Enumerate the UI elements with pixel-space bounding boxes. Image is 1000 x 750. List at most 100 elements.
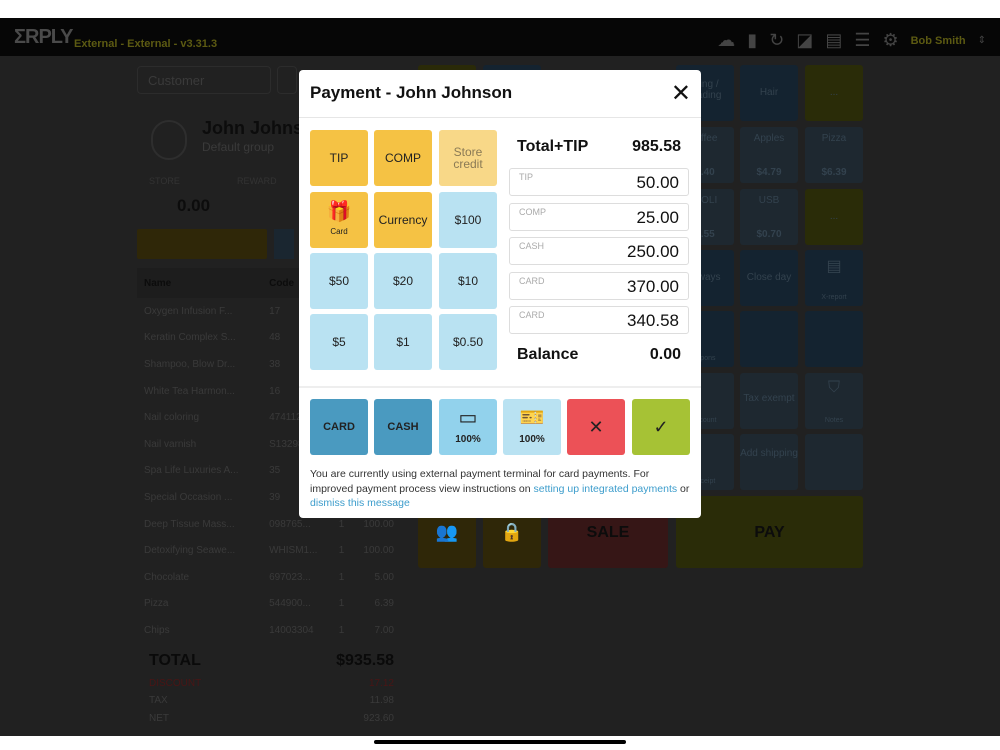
tile[interactable]	[805, 311, 863, 367]
customer-group: Default group	[202, 140, 275, 154]
cell: S132985...	[269, 438, 318, 450]
table-row[interactable]: Shampoo, Blow Dr... 38	[137, 351, 402, 378]
dismiss-message-link[interactable]: dismiss this message	[310, 497, 410, 509]
tile-x-report[interactable]: ▤ X-report	[805, 250, 863, 306]
cell: 7.00	[374, 624, 394, 636]
cash-field[interactable]: CASH 250.00	[509, 237, 689, 265]
table-row[interactable]: Oxygen Infusion F... 17	[137, 298, 402, 325]
card-field[interactable]: CARD 370.00	[509, 272, 689, 300]
confirm-button[interactable]: ✓	[632, 399, 690, 455]
store-value: 0.00	[177, 196, 211, 215]
table-row[interactable]: Spa Life Luxuries A... 35	[137, 458, 402, 485]
home-indicator[interactable]	[374, 740, 626, 744]
tax-label: TAX	[149, 695, 168, 706]
tip-field[interactable]: TIP 50.00	[509, 168, 689, 196]
tile-apples[interactable]: Apples $4.79	[740, 127, 798, 183]
denomination-10-button[interactable]: $10	[439, 253, 497, 309]
cloud-icon[interactable]: ☁	[717, 30, 736, 50]
sort-icon: ⇕	[977, 35, 986, 46]
tile-add-shipping[interactable]: Add shipping	[740, 434, 798, 490]
cell: 17	[269, 305, 281, 317]
table-row[interactable]: Pizza 544900... 1 6.39	[137, 591, 402, 618]
edit-icon[interactable]: ◪	[796, 30, 814, 50]
cash-icon: 🎫	[519, 407, 545, 429]
table-row[interactable]: Chips 14003304 1 7.00	[137, 617, 402, 644]
gear-icon[interactable]: ⚙	[882, 30, 899, 50]
table-row[interactable]: Chocolate 697023... 1 5.00	[137, 564, 402, 591]
avatar	[151, 120, 187, 160]
product-search-input[interactable]	[277, 66, 297, 94]
external-terminal-message: You are currently using external payment…	[310, 468, 690, 509]
integrated-payments-link[interactable]: setting up integrated payments	[533, 482, 678, 495]
table-row[interactable]: Special Occasion ... 39	[137, 484, 402, 511]
comp-button[interactable]: COMP	[374, 130, 432, 186]
customer-search-input[interactable]: Customer	[137, 66, 271, 94]
tile-more[interactable]: ...	[805, 189, 863, 245]
tip-button[interactable]: TIP	[310, 130, 368, 186]
card-field[interactable]: CARD 340.58	[509, 306, 689, 334]
cell: Chips	[144, 624, 170, 636]
version-label: External - External - v3.31.3	[74, 38, 218, 50]
denomination-050-button[interactable]: $0.50	[439, 314, 497, 370]
divider	[299, 117, 701, 118]
report-icon: ▤	[826, 258, 842, 275]
tile-tax-exempt[interactable]: Tax exempt	[740, 373, 798, 429]
table-row[interactable]: Nail coloring 4741122...	[137, 404, 402, 431]
tile[interactable]	[740, 311, 798, 367]
card-full-amount-button[interactable]: ▭ 100%	[439, 399, 497, 455]
denomination-100-button[interactable]: $100	[439, 192, 497, 248]
card-payment-button[interactable]: CARD	[310, 399, 368, 455]
pay-button[interactable]: PAY	[676, 496, 863, 568]
modal-title: Payment - John Johnson	[310, 83, 513, 102]
tile-usb[interactable]: USB $0.70	[740, 189, 798, 245]
table-row[interactable]: Keratin Complex S... 48	[137, 325, 402, 352]
store-credit-button[interactable]: Store credit	[439, 130, 497, 186]
cell: 697023...	[269, 571, 311, 583]
cash-payment-button[interactable]: CASH	[374, 399, 432, 455]
denomination-1-button[interactable]: $1	[374, 314, 432, 370]
cell: 39	[269, 491, 281, 503]
net-label: NET	[149, 713, 169, 724]
table-row[interactable]: Deep Tissue Mass... 098765... 1 100.00	[137, 511, 402, 538]
user-menu[interactable]: Bob Smith	[910, 34, 966, 47]
table-row[interactable]: White Tea Harmon... 16	[137, 378, 402, 405]
bag-icon: ⛉	[827, 379, 840, 396]
tile-pizza[interactable]: Pizza $6.39	[805, 127, 863, 183]
denomination-50-button[interactable]: $50	[310, 253, 368, 309]
cell: Keratin Complex S...	[144, 332, 236, 344]
cash-full-amount-button[interactable]: 🎫 100%	[503, 399, 561, 455]
cell: Deep Tissue Mass...	[144, 518, 235, 530]
denomination-5-button[interactable]: $5	[310, 314, 368, 370]
customer-card-button[interactable]	[137, 229, 267, 259]
cell: 098765...	[269, 518, 311, 530]
tile-close-day[interactable]: Close day	[740, 250, 798, 306]
cell: 35	[269, 465, 281, 477]
cancel-button[interactable]: ✕	[567, 399, 625, 455]
tax-value: 11.98	[369, 695, 394, 706]
tile-hair[interactable]: Hair	[740, 65, 798, 121]
cell: 544900...	[269, 598, 311, 610]
cell: Detoxifying Seawe...	[144, 545, 236, 557]
table-row[interactable]: Detoxifying Seawe... WHISM1... 1 100.00	[137, 537, 402, 564]
close-icon[interactable]: ✕	[670, 80, 691, 107]
cell: 1	[338, 545, 345, 557]
tile-notes[interactable]: ⛉ Notes	[805, 373, 863, 429]
drawer-icon[interactable]: ▤	[825, 30, 843, 50]
tile-more[interactable]: ...	[805, 65, 863, 121]
denomination-20-button[interactable]: $20	[374, 253, 432, 309]
x-icon: ✕	[588, 417, 604, 437]
currency-button[interactable]: Currency	[374, 192, 432, 248]
comp-field[interactable]: COMP 25.00	[509, 203, 689, 231]
customer-edit-button[interactable]	[274, 229, 294, 259]
refresh-icon[interactable]: ↻	[769, 30, 785, 50]
signal-icon: ▮	[747, 30, 758, 50]
table-row[interactable]: Nail varnish S132985...	[137, 431, 402, 458]
cell: WHISM1...	[269, 545, 318, 557]
tile[interactable]	[805, 434, 863, 490]
cell: 1	[338, 598, 345, 610]
menu-icon[interactable]: ☰	[854, 30, 871, 50]
top-bar: ΣRPLY External - External - v3.31.3 ☁ ▮ …	[0, 18, 1000, 56]
gift-card-button[interactable]: 🎁 Card	[310, 192, 368, 248]
cell: Pizza	[144, 598, 169, 610]
cell: Spa Life Luxuries A...	[144, 465, 239, 477]
